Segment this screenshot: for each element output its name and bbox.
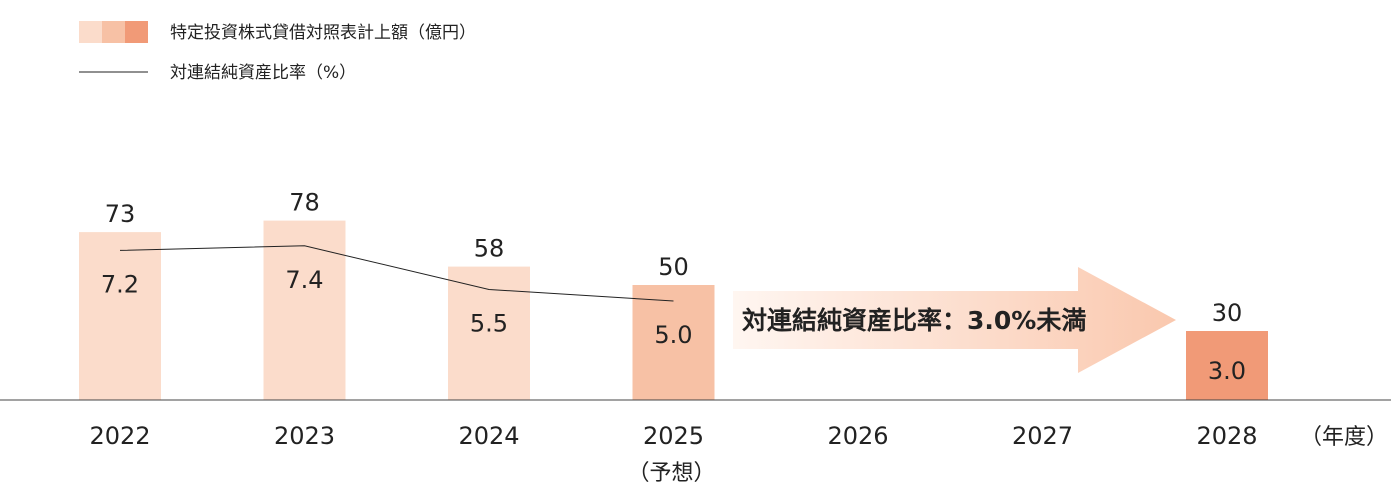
arrow-text: 対連結純資産比率：3.0%未満 (742, 306, 1086, 335)
ratio-value-label: 5.5 (470, 310, 508, 338)
bar-value-label: 78 (289, 189, 320, 217)
x-tick-label: 2027 (1012, 422, 1073, 450)
x-tick-label: 2022 (89, 422, 150, 450)
bar (79, 232, 161, 400)
x-tick-label: 2025 (643, 422, 704, 450)
x-tick-sublabel: （予想） (627, 461, 715, 486)
legend-swatch-dark (125, 21, 148, 43)
legend-swatch-light (79, 21, 102, 43)
legend-swatch-mid (102, 21, 125, 43)
legend-line-label: 対連結純資産比率（%） (170, 63, 356, 83)
ratio-value-label: 7.4 (285, 266, 323, 294)
x-tick-label: 2024 (458, 422, 519, 450)
ratio-value-label: 7.2 (101, 270, 139, 298)
bar-value-label: 50 (658, 253, 689, 281)
target-arrow: 対連結純資産比率：3.0%未満 (733, 267, 1176, 373)
bar (263, 220, 346, 400)
x-axis-unit: （年度） (1300, 425, 1388, 450)
x-tick-label: 2023 (274, 422, 335, 450)
x-tick-label: 2026 (827, 422, 888, 450)
bars (79, 220, 1268, 400)
ratio-value-label: 3.0 (1208, 357, 1246, 385)
bar (448, 266, 530, 400)
data-labels: 73 7.2 78 7.4 58 5.5 50 5.0 30 3.0 (101, 189, 1246, 385)
bar-value-label: 73 (105, 200, 136, 228)
legend-bar-label: 特定投資株式貸借対照表計上額（億円） (170, 23, 476, 43)
bar (1186, 331, 1268, 400)
bar (632, 285, 715, 400)
ratio-line (119, 245, 674, 302)
legend: 特定投資株式貸借対照表計上額（億円） 対連結純資産比率（%） (79, 21, 476, 83)
arrow-shape (733, 267, 1176, 373)
bar-value-label: 30 (1212, 299, 1243, 327)
ratio-line-path (119, 245, 674, 302)
bar-value-label: 58 (474, 235, 505, 263)
ratio-value-label: 5.0 (654, 321, 692, 349)
x-axis-ticks: 2022 2023 2024 2025 （予想） 2026 2027 2028 (89, 422, 1257, 486)
x-tick-label: 2028 (1196, 422, 1257, 450)
